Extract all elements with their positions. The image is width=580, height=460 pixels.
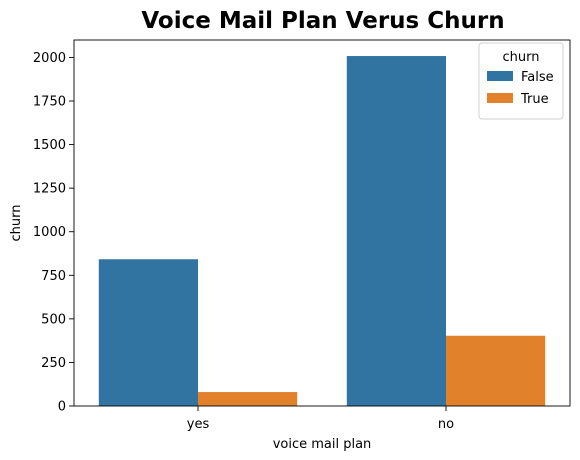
y-tick-label: 250 xyxy=(41,356,66,371)
x-axis: yes no xyxy=(187,406,454,432)
y-tick-label: 1250 xyxy=(33,182,66,197)
chart-title: Voice Mail Plan Verus Churn xyxy=(141,8,504,34)
legend: churn False True xyxy=(478,42,564,120)
legend-title: churn xyxy=(503,50,540,65)
x-tick-label-yes: yes xyxy=(187,417,210,432)
bar-yes-true xyxy=(198,392,298,406)
bars-group xyxy=(98,56,546,406)
legend-swatch-false xyxy=(487,71,513,81)
y-tick-label: 1750 xyxy=(33,95,66,110)
y-tick-label: 1500 xyxy=(33,138,66,153)
plot-frame xyxy=(73,39,571,407)
y-tick-label: 1000 xyxy=(33,225,66,240)
bar-no-true xyxy=(446,335,546,406)
y-tick-label: 2000 xyxy=(33,51,66,66)
legend-items: False True xyxy=(487,70,554,107)
y-tick-label: 500 xyxy=(41,312,66,327)
bar-yes-false xyxy=(98,259,198,406)
legend-label-true: True xyxy=(520,92,549,107)
legend-swatch-true xyxy=(487,93,513,103)
legend-label-false: False xyxy=(521,70,554,85)
y-axis-label: churn xyxy=(9,205,24,242)
x-tick-label-no: no xyxy=(438,417,454,432)
y-tick-label: 750 xyxy=(41,269,66,284)
bar-no-false xyxy=(346,56,446,406)
y-axis: 0 250 500 750 1000 1250 1500 1750 2000 xyxy=(33,51,74,415)
y-tick-label: 0 xyxy=(58,400,66,415)
x-axis-label: voice mail plan xyxy=(273,437,372,452)
